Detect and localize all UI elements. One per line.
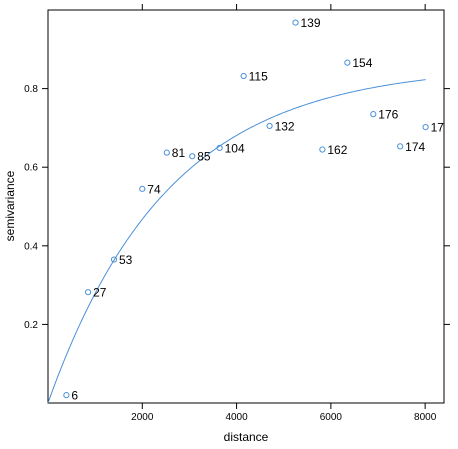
point-label: 176 [378,108,398,122]
data-point [319,146,326,153]
x-axis-title: distance [224,430,269,444]
data-point [397,143,404,150]
point-label: 139 [301,16,321,30]
data-point [110,256,118,263]
plot-frame [47,9,445,404]
point-label: 154 [352,56,372,70]
axes: 2000 4000 6000 8000 0.2 0.4 0.6 0.8 [24,4,450,423]
point-label: 115 [249,70,268,84]
data-point [292,19,299,26]
x-tick-label: 8000 [414,412,437,423]
x-tick-label: 6000 [320,412,343,423]
point-label: 74 [147,182,161,196]
x-tick-label: 4000 [225,412,248,423]
data-point [63,392,70,399]
point-label: 17 [431,121,445,135]
data-point [189,153,196,160]
data-point [216,144,223,152]
point-label: 162 [327,143,347,157]
y-tick-label: 0.6 [24,163,38,174]
y-tick-label: 0.8 [24,84,38,95]
point-label: 174 [405,140,425,154]
data-point [422,124,429,131]
point-label: 27 [93,286,107,300]
x-tick-label: 2000 [131,412,154,423]
y-tick-label: 0.4 [24,241,38,252]
points-layer: 6 27 53 74 81 85 104 115 132 139 154 162 174 176 17 [63,16,445,403]
data-point [370,111,377,118]
data-point [240,72,247,80]
point-label: 104 [225,141,245,155]
point-label: 85 [197,150,211,164]
data-point [344,59,351,66]
point-label: 132 [275,119,295,133]
point-label: 53 [119,253,133,267]
data-point [84,289,92,296]
y-tick-label: 0.2 [24,320,38,331]
data-point [139,185,146,192]
model-curve [47,79,426,404]
point-label: 6 [71,389,78,403]
y-axis-title: semivariance [3,170,17,241]
model-layer [47,79,426,404]
data-point [266,122,273,130]
point-label: 81 [172,146,186,160]
data-point [163,149,170,156]
